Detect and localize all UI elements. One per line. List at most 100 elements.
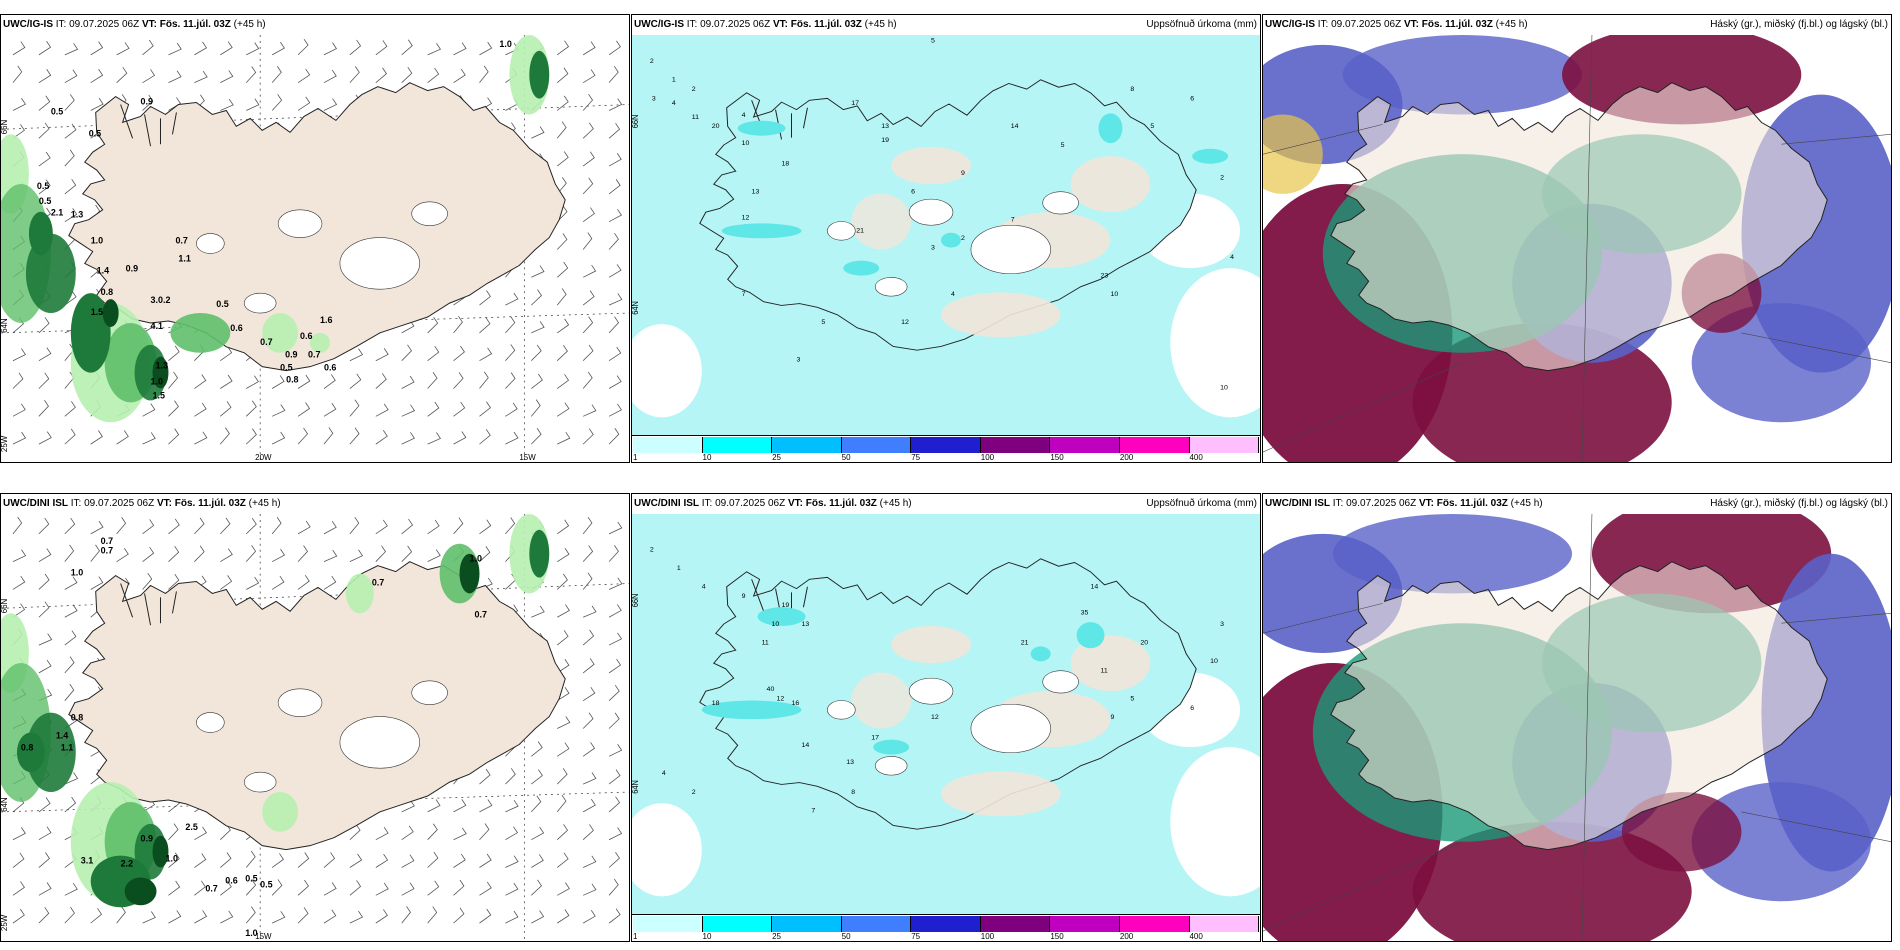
precip-moderate — [701, 607, 1105, 755]
colorbar-tick: 1 — [633, 932, 638, 941]
it-label: IT: — [701, 498, 713, 509]
value-label: 6 — [911, 189, 915, 196]
value-label: 0.6 — [300, 331, 312, 341]
value-label: 3.0.2 — [151, 295, 171, 305]
map-area[interactable]: 2 1 4 9 13 10 19 11 12 40 18 16 14 13 17 12 35 21 20 10 6 3 14… — [632, 514, 1260, 915]
panel-right-title: Uppsöfnuð úrkoma (mm) — [1146, 498, 1257, 509]
value-label: 17 — [871, 735, 879, 742]
glaciers — [196, 201, 448, 314]
map-area[interactable]: 1.0 0.5 0.9 0.5 0.5 0.5 2.1 1.3 1.0 0.7 1.1 0.9 1.4 0… — [1, 35, 629, 462]
panel-wind-ig-is: UWC/IG-IS IT: 09.07.2025 06Z VT: Fös. 11… — [0, 14, 630, 463]
value-label: 0.9 — [285, 350, 297, 360]
axis-label: 25W — [1, 914, 9, 931]
colorbar-cell — [1189, 916, 1260, 932]
it-value: 09.07.2025 06Z — [700, 19, 771, 30]
colorbar-tick: 1 — [633, 453, 638, 462]
model-name: UWC/DINI ISL — [634, 498, 699, 509]
colorbar-tick: 100 — [980, 453, 995, 462]
vt-label: VT: — [141, 19, 157, 30]
panel-right-title: Uppsöfnuð úrkoma (mm) — [1146, 19, 1257, 30]
value-label: 13 — [881, 123, 889, 130]
value-label: 0.5 — [39, 196, 51, 206]
value-label: 1.0 — [165, 854, 177, 864]
value-label: 21 — [856, 228, 864, 235]
colorbar-tick: 50 — [841, 453, 851, 462]
value-label: 5 — [1150, 123, 1154, 130]
value-label: 10 — [1220, 385, 1228, 392]
it-label: IT: — [70, 498, 82, 509]
panel-header: UWC/DINI ISL IT: 09.07.2025 06Z VT: Fös.… — [632, 494, 1260, 514]
domain-lines — [1263, 514, 1891, 941]
value-label: 6 — [1190, 95, 1194, 102]
colorbar-tick: 50 — [841, 932, 851, 941]
value-label: 18 — [712, 700, 720, 707]
colorbar-cell — [1050, 916, 1120, 932]
value-label: 0.9 — [126, 263, 138, 273]
value-label: 7 — [742, 291, 746, 298]
colorbar-cell — [772, 437, 842, 453]
precip-rate-shading — [1, 514, 550, 908]
colorbar: 1 10 25 50 75 100 150 200 400 — [632, 435, 1260, 462]
model-name: UWC/DINI ISL — [1265, 498, 1330, 509]
value-label: 0.7 — [101, 536, 113, 546]
map-area[interactable]: 0.7 0.7 1.0 0.7 1.0 0.7 0.8 1.4 0.8 1.1 0.9 2.5 1.0 0… — [1, 514, 629, 941]
value-labels: 0.70.71.00.71.00.70.81.40.8 1.10.92.51.00… — [21, 536, 487, 938]
it-label: IT: — [1332, 498, 1344, 509]
panel-header: UWC/IG-IS IT: 09.07.2025 06Z VT: Fös. 11… — [1263, 15, 1891, 35]
axis-label: 66N — [632, 594, 640, 608]
glaciers — [827, 191, 1079, 297]
value-label: 14 — [1091, 584, 1099, 591]
value-label: 3 — [796, 357, 800, 364]
value-label: 11 — [692, 114, 699, 121]
colorbar-tick: 25 — [772, 453, 782, 462]
value-label: 35 — [1081, 610, 1089, 617]
value-label: 1 — [672, 77, 676, 84]
value-label: 19 — [782, 602, 790, 609]
colorbar-tick: 400 — [1189, 453, 1203, 462]
value-label: 1.1 — [61, 742, 73, 752]
colorbar-tick: 150 — [1050, 932, 1064, 941]
value-label: 0.8 — [101, 287, 113, 297]
value-label: 2 — [650, 546, 654, 553]
model-name: UWC/IG-IS — [3, 19, 53, 30]
value-label: 1.1 — [178, 253, 190, 263]
value-label: 8 — [851, 789, 855, 796]
value-label: 1.4 — [56, 730, 68, 740]
map-area[interactable]: 2 1 2 3 4 11 20 10 4 5 3 17 19 13 14 2 12 21 13 18 23 6 4 9 7 10 5… — [632, 35, 1260, 436]
value-label: 0.5 — [260, 879, 272, 889]
value-label: 4 — [662, 770, 666, 777]
value-label: 1.0 — [499, 39, 511, 49]
map-area[interactable] — [1263, 35, 1891, 462]
colorbar-cell — [702, 437, 773, 453]
precip-moderate — [721, 113, 1229, 276]
value-label: 0.6 — [324, 363, 336, 373]
value-label: 1.0 — [470, 554, 482, 564]
value-label: 2.2 — [121, 859, 133, 869]
value-label: 3.1 — [81, 856, 93, 866]
value-label: 7 — [1011, 217, 1015, 224]
value-label: 1.4 — [97, 265, 109, 275]
vt-value: Fös. 11.júl. 03Z — [174, 498, 246, 509]
it-label: IT: — [1317, 19, 1329, 30]
value-label: 3 — [652, 95, 656, 102]
value-label: 17 — [851, 100, 859, 107]
panel-wind-dini: UWC/DINI ISL IT: 09.07.2025 06Z VT: Fös.… — [0, 493, 630, 942]
value-label: 2 — [1220, 175, 1224, 182]
colorbar-cell — [772, 916, 842, 932]
it-value: 09.07.2025 06Z — [1331, 19, 1402, 30]
lead-time: (+45 h) — [1495, 19, 1528, 30]
panel-header: UWC/IG-IS IT: 09.07.2025 06Z VT: Fös. 11… — [1, 15, 629, 35]
lead-time: (+45 h) — [233, 19, 266, 30]
value-label: 12 — [931, 714, 939, 721]
it-value: 09.07.2025 06Z — [715, 498, 786, 509]
value-label: 10 — [1110, 291, 1118, 298]
value-label: 0.6 — [230, 323, 242, 333]
colorbar-tick: 10 — [702, 453, 712, 462]
lead-time: (+45 h) — [248, 498, 281, 509]
value-label: 7 — [811, 808, 815, 815]
map-area[interactable] — [1263, 514, 1891, 941]
map-svg: 0.70.71.00.71.00.70.81.40.8 1.10.92.51.00… — [1, 514, 629, 941]
axis-label: 15W — [255, 932, 272, 941]
